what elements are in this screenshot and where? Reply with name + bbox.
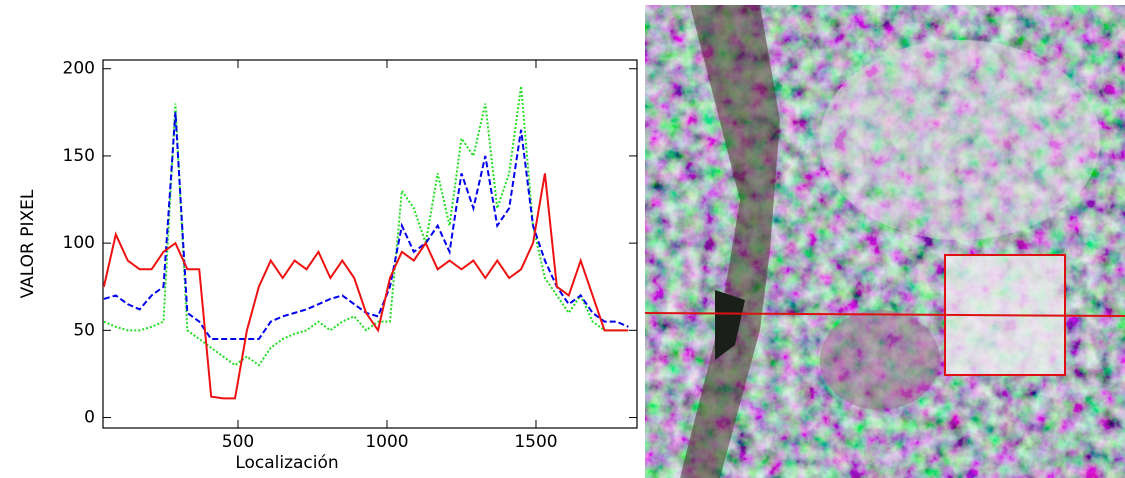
water-body	[715, 290, 745, 360]
y-tick-label: 100	[63, 233, 95, 253]
data-line	[102, 173, 629, 400]
x-axis-label: Localización	[235, 453, 338, 473]
plot-frame	[102, 59, 638, 429]
y-tick-label: 150	[63, 146, 95, 166]
y-tick-label: 200	[63, 59, 95, 79]
x-tick-label: 1500	[514, 432, 557, 452]
dark-ridge	[680, 5, 780, 478]
transect-line	[645, 312, 1125, 317]
y-tick-label: 50	[73, 320, 95, 340]
y-tick-label: 0	[84, 408, 95, 428]
purple-fields	[820, 310, 940, 410]
y-axis-label: VALOR PIXEL	[18, 189, 38, 298]
selection-box	[944, 254, 1066, 376]
light-fields	[820, 40, 1100, 240]
data-line	[103, 86, 629, 367]
satellite-image	[645, 5, 1125, 478]
x-tick-label: 500	[222, 432, 254, 452]
x-tick-label: 1000	[365, 432, 408, 452]
